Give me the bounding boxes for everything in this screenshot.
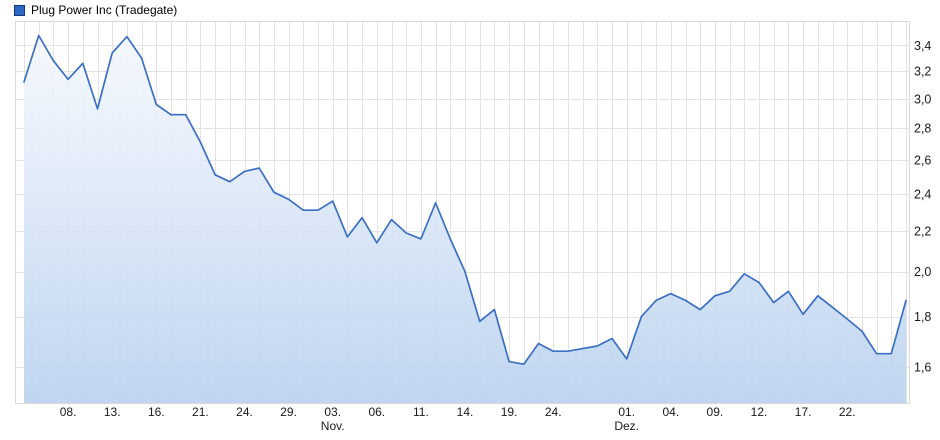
x-axis-month-label: Dez. bbox=[614, 419, 639, 433]
x-axis-tick-label: 09. bbox=[707, 405, 724, 419]
x-axis-tick-label: 24. bbox=[236, 405, 253, 419]
area-fill bbox=[24, 35, 906, 403]
x-axis-tick-label: 21. bbox=[192, 405, 209, 419]
x-axis-tick-label: 11. bbox=[413, 405, 429, 419]
x-axis-month-label: Nov. bbox=[321, 419, 345, 433]
y-axis-tick-label: 2,0 bbox=[914, 265, 931, 279]
y-axis-tick-label: 2,8 bbox=[914, 122, 931, 136]
x-axis-tick-label: 17. bbox=[795, 405, 812, 419]
y-axis-tick-label: 1,8 bbox=[914, 310, 931, 324]
y-axis-tick-label: 2,4 bbox=[914, 187, 931, 201]
price-line bbox=[23, 34, 907, 366]
y-axis-labels: 3,4 3,2 3,0 2,8 2,6 2,4 2,2 2,0 1,8 1,6 bbox=[914, 39, 931, 374]
legend-label: Plug Power Inc (Tradegate) bbox=[31, 3, 178, 17]
x-axis-tick-label: 24. bbox=[545, 405, 562, 419]
y-axis-tick-label: 3,0 bbox=[914, 92, 931, 106]
x-axis-tick-label: 01. bbox=[618, 405, 635, 419]
plot-border bbox=[15, 21, 910, 404]
legend-color-swatch-icon bbox=[14, 4, 25, 16]
y-axis-tick-label: 1,6 bbox=[914, 360, 931, 374]
x-axis-tick-label: 19. bbox=[501, 405, 518, 419]
y-axis-tick-label: 3,4 bbox=[914, 39, 931, 53]
x-axis-tick-label: 12. bbox=[751, 405, 768, 419]
x-axis-labels: 08. 13. 16. 21. 24. 29. 03. 06. 11. 14. 19. 24. 01. 0… bbox=[60, 405, 856, 433]
chart-legend: Plug Power Inc (Tradegate) bbox=[14, 3, 177, 17]
x-axis-tick-label: 16. bbox=[148, 405, 165, 419]
x-axis-tick-label: 29. bbox=[280, 405, 297, 419]
x-axis-tick-label: 14. bbox=[457, 405, 474, 419]
x-axis-tick-label: 03. bbox=[324, 405, 341, 419]
y-axis-tick-label: 2,2 bbox=[914, 225, 931, 239]
x-axis-tick-label: 06. bbox=[368, 405, 385, 419]
x-axis-tick-label: 22. bbox=[839, 405, 856, 419]
x-axis-tick-label: 04. bbox=[662, 405, 679, 419]
x-axis-tick-label: 13. bbox=[104, 405, 121, 419]
x-axis-tick-label: 08. bbox=[60, 405, 77, 419]
y-axis-tick-label: 3,2 bbox=[914, 65, 931, 79]
y-axis-tick-label: 2,6 bbox=[914, 153, 931, 167]
